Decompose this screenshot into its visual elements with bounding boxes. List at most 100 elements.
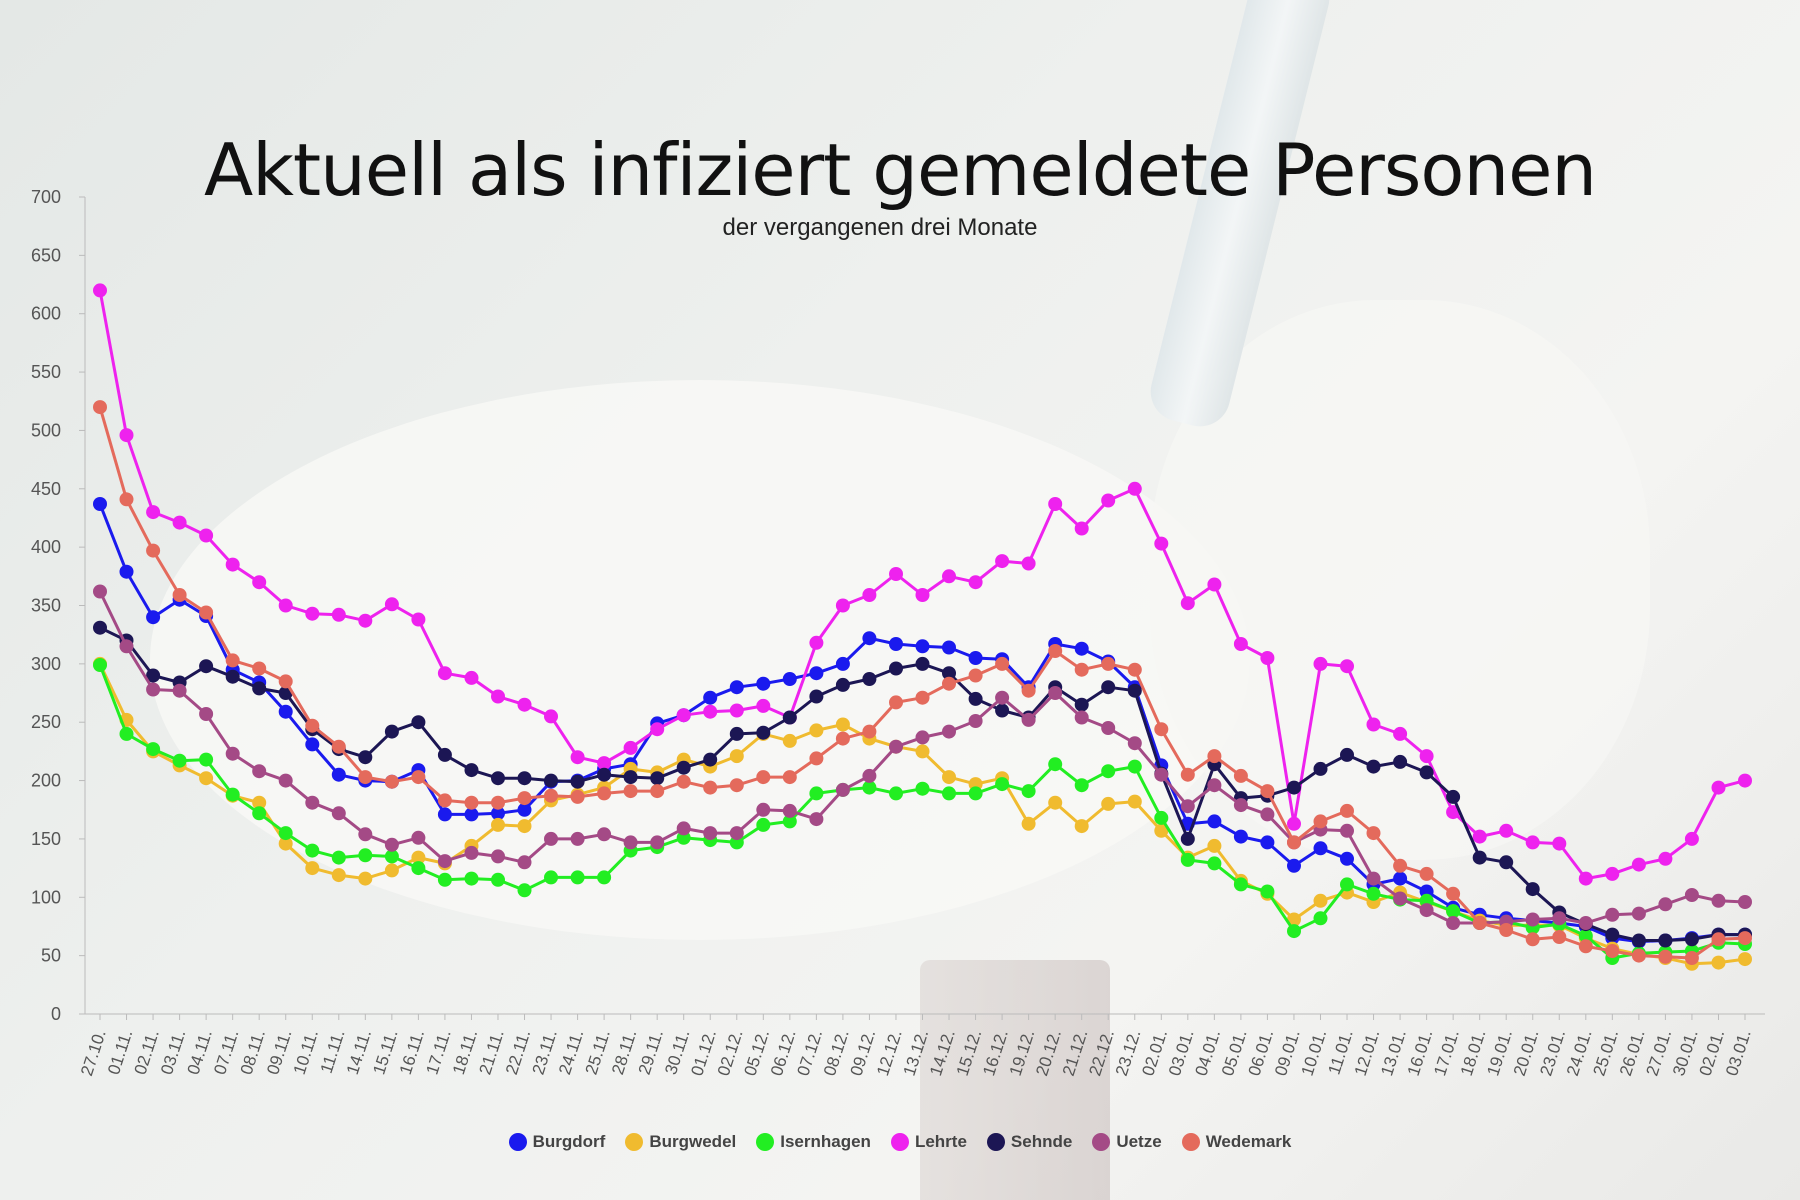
data-point-sehnde: [1419, 765, 1434, 780]
data-point-lehrte: [1207, 577, 1222, 592]
data-point-wedemark: [1499, 923, 1514, 937]
data-point-wedemark: [1048, 644, 1063, 658]
data-point-lehrte: [199, 528, 214, 543]
data-point-lehrte: [491, 689, 505, 704]
data-point-burgwedel: [278, 836, 293, 851]
data-point-lehrte: [1578, 871, 1593, 886]
data-point-isernhagen: [1578, 928, 1593, 943]
data-point-burgdorf: [1074, 641, 1089, 656]
data-point-wedemark: [1605, 944, 1620, 958]
data-point-isernhagen: [1233, 877, 1248, 892]
data-point-wedemark: [1393, 858, 1408, 873]
data-point-lehrte: [835, 598, 850, 613]
data-point-isernhagen: [1127, 759, 1142, 774]
data-point-uetze: [703, 826, 718, 841]
data-point-burgdorf: [729, 680, 744, 695]
data-point-burgdorf: [146, 610, 161, 625]
data-point-wedemark: [1287, 835, 1301, 850]
data-point-burgdorf: [464, 807, 479, 822]
data-point-wedemark: [146, 543, 161, 558]
data-point-lehrte: [278, 598, 293, 613]
y-tick-label: 250: [31, 712, 61, 732]
data-point-burgdorf: [517, 802, 532, 817]
data-point-sehnde: [1287, 780, 1301, 795]
data-point-lehrte: [146, 505, 161, 520]
data-point-uetze: [1340, 823, 1354, 838]
data-point-uetze: [782, 803, 797, 818]
data-point-uetze: [968, 714, 983, 728]
data-point-isernhagen: [544, 870, 558, 885]
series-line-burgwedel: [98, 663, 1746, 966]
data-point-isernhagen: [411, 861, 426, 876]
data-point-wedemark: [544, 788, 558, 803]
legend-item-burgdorf[interactable]: Burgdorf: [508, 1132, 605, 1152]
data-point-sehnde: [1446, 789, 1461, 804]
data-point-sehnde: [252, 681, 267, 696]
data-point-wedemark: [1631, 948, 1646, 963]
data-point-wedemark: [915, 690, 930, 705]
legend-item-wedemark[interactable]: Wedemark: [1181, 1132, 1291, 1152]
data-point-sehnde: [570, 774, 585, 789]
data-point-lehrte: [1313, 656, 1328, 671]
data-point-isernhagen: [437, 872, 452, 887]
data-point-wedemark: [1366, 826, 1381, 841]
data-point-sehnde: [1393, 754, 1408, 769]
data-point-lehrte: [1074, 521, 1089, 536]
data-point-wedemark: [199, 605, 214, 620]
legend-item-burgwedel[interactable]: Burgwedel: [625, 1132, 736, 1152]
data-point-wedemark: [1711, 932, 1726, 947]
data-point-lehrte: [1021, 556, 1036, 571]
legend-label: Burgwedel: [649, 1132, 737, 1151]
background-sample-vial: [920, 960, 1110, 1200]
data-point-lehrte: [1260, 651, 1275, 665]
data-point-lehrte: [1233, 637, 1248, 651]
data-point-wedemark: [862, 724, 877, 739]
data-point-uetze: [623, 835, 638, 850]
data-point-lehrte: [1472, 829, 1487, 844]
data-point-uetze: [756, 802, 771, 817]
chart-title: Aktuell als infiziert gemeldete Personen: [203, 128, 1597, 212]
data-point-wedemark: [1472, 916, 1487, 930]
data-point-isernhagen: [331, 850, 346, 865]
data-point-uetze: [1207, 778, 1222, 793]
legend-item-uetze[interactable]: Uetze: [1092, 1132, 1162, 1152]
data-point-wedemark: [278, 674, 293, 689]
data-point-isernhagen: [172, 753, 187, 768]
data-point-wedemark: [942, 676, 956, 691]
data-point-sehnde: [225, 669, 240, 684]
data-point-uetze: [1605, 907, 1620, 922]
data-point-lehrte: [1366, 717, 1381, 732]
data-point-uetze: [835, 782, 850, 797]
data-point-wedemark: [437, 793, 452, 808]
data-point-isernhagen: [384, 849, 399, 864]
data-point-sehnde: [1499, 855, 1514, 870]
legend-swatch: [986, 1133, 1005, 1151]
data-point-sehnde: [1074, 697, 1089, 712]
data-point-sehnde: [995, 703, 1010, 718]
data-point-uetze: [93, 584, 107, 599]
data-point-burgwedel: [305, 861, 320, 876]
data-point-lehrte: [119, 428, 134, 443]
legend-swatch: [1181, 1133, 1200, 1151]
legend-item-lehrte[interactable]: Lehrte: [890, 1132, 967, 1152]
data-point-wedemark: [1127, 662, 1142, 677]
legend-label: Lehrte: [914, 1132, 967, 1151]
data-point-burgwedel: [331, 868, 346, 883]
data-point-sehnde: [809, 689, 824, 704]
data-point-isernhagen: [1313, 911, 1328, 926]
data-point-isernhagen: [809, 786, 824, 801]
data-point-uetze: [1048, 686, 1063, 700]
data-point-sehnde: [729, 726, 744, 741]
legend-item-sehnde[interactable]: Sehnde: [986, 1132, 1072, 1152]
legend-swatch: [756, 1133, 775, 1151]
data-point-uetze: [199, 707, 214, 721]
data-point-uetze: [464, 845, 479, 860]
legend-swatch: [625, 1133, 644, 1151]
data-point-uetze: [570, 831, 585, 846]
data-point-isernhagen: [491, 872, 505, 887]
legend-item-isernhagen[interactable]: Isernhagen: [756, 1132, 871, 1152]
y-tick-label: 200: [31, 771, 61, 791]
data-point-isernhagen: [968, 786, 983, 801]
data-point-sehnde: [1180, 831, 1195, 846]
data-point-wedemark: [729, 778, 744, 793]
